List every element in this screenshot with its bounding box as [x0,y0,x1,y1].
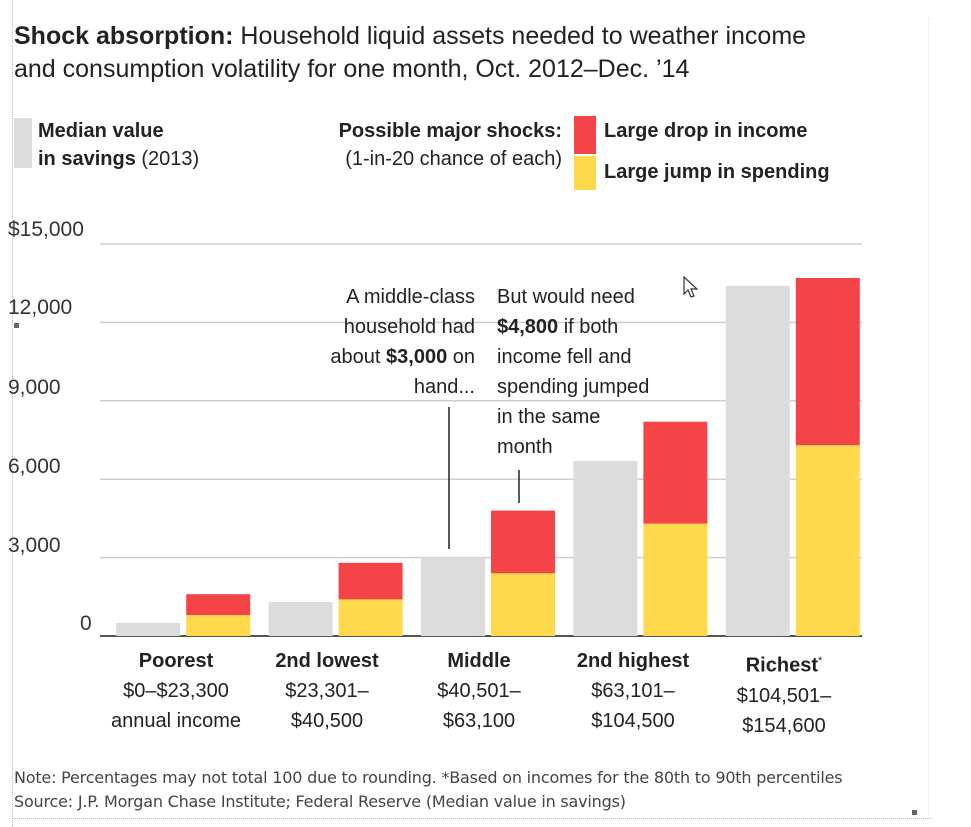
legend-median-line2: in savings [38,148,136,170]
bar-median-savings [573,460,638,636]
bar-segment-spending-jump [491,573,555,636]
bar-segment-income-drop [186,594,251,616]
legend-swatch-income [574,116,596,154]
mouse-pointer-icon [683,276,699,298]
legend-swatch-spending [574,156,596,190]
annotation-left-line2: household had [343,316,475,338]
legend-shocks-line2: (1-in-20 chance of each) [345,148,562,170]
bar-median-savings [268,602,333,636]
legend-median-suffix: (2013) [135,148,200,170]
annotation-left-line3-post: on [447,346,475,368]
bar-segment-income-drop [338,562,403,600]
category-label-richest: Richest* $104,501– $154,600 [699,646,869,741]
legend-median-line1: Median value [38,120,164,142]
chart-title: Shock absorption: Household liquid asset… [14,20,914,86]
category-range-line1: $104,501– [736,684,832,707]
bar-median-savings [725,285,790,636]
bar-segment-income-drop [795,277,860,446]
category-label-2nd-lowest: 2nd lowest $23,301– $40,500 [242,646,412,736]
legend-median: Median value in savings (2013) [38,117,199,173]
y-tick-label: 12,000 [8,296,73,319]
y-tick-label: 3,000 [8,534,61,557]
category-range-line2: annual income [110,710,242,732]
annotation-right-line2-bold: $4,800 [497,316,559,338]
bar-segment-income-drop [491,510,555,574]
category-range-line2: $63,100 [442,710,516,732]
resize-handle-marker [912,810,917,815]
frame-left-border [12,0,13,827]
category-range-line1: $23,301– [285,680,369,702]
legend-swatch-median [14,118,32,168]
annotation-left-line1: A middle-class [346,286,475,308]
annotation-would-need: But would need $4,800 if both income fel… [497,282,697,462]
bar-segment-income-drop [643,421,708,524]
annotation-right-line3: income fell and [497,346,632,368]
legend-income: Large drop in income [604,117,807,145]
bar-segment-spending-jump [186,615,251,636]
legend-spending: Large jump in spending [604,158,830,186]
category-name: 2nd highest [576,650,690,672]
annotation-right-line6: month [497,436,553,458]
category-range-line1: $63,101– [591,680,675,702]
y-tick-label: 0 [80,612,92,635]
legend-shocks-heading: Possible major shocks: (1-in-20 chance o… [312,117,562,173]
bar-segment-spending-jump [795,445,860,636]
category-footnote-mark: * [817,655,823,667]
title-bold: Shock absorption: [14,22,234,50]
legend-income-label: Large drop in income [604,120,808,142]
category-label-2nd-highest: 2nd highest $63,101– $104,500 [548,646,718,736]
y-tick-label: 9,000 [8,376,61,399]
bar-median-savings [116,622,181,636]
category-label-poorest: Poorest $0–$23,300 annual income [91,646,261,736]
annotation-middle-class: A middle-class household had about $3,00… [288,282,475,402]
annotation-left-line3-pre: about [330,346,387,368]
legend-shocks-line1: Possible major shocks: [338,120,562,142]
bar-segment-spending-jump [643,523,708,636]
category-range-line2: $154,600 [742,714,826,737]
annotation-right-line1: But would need [497,286,635,308]
category-range-line2: $104,500 [591,710,675,732]
category-range-line2: $40,500 [290,710,364,732]
bar-segment-spending-jump [338,599,403,636]
annotation-left-line4: hand... [413,376,475,398]
annotation-right-line5: in the same [497,406,601,428]
bars [116,277,860,636]
y-tick-label: $15,000 [8,218,84,241]
title-line2: and consumption volatility for one month… [14,55,690,83]
category-name: Middle [447,650,511,672]
frame-right-border [928,18,929,818]
category-range-line1: $0–$23,300 [123,680,229,702]
category-name: 2nd lowest [275,650,379,672]
legend-spending-label: Large jump in spending [604,161,830,183]
category-name: Poorest [138,650,214,672]
chart-note: Note: Percentages may not total 100 due … [14,768,843,787]
category-range-line1: $40,501– [437,680,521,702]
annotation-left-line3-bold: $3,000 [386,346,448,368]
frame-bottom-border [12,818,932,819]
resize-handle-marker [14,323,19,328]
annotation-right-line2-post: if both [558,316,619,338]
category-label-middle: Middle $40,501– $63,100 [394,646,564,736]
y-tick-label: 6,000 [8,455,61,478]
annotation-right-line4: spending jumped [497,376,650,398]
chart-source: Source: J.P. Morgan Chase Institute; Fed… [14,792,626,811]
category-name: Richest* [699,646,869,681]
category-name-text: Richest [745,654,818,677]
title-line1: Household liquid assets needed to weathe… [233,22,807,50]
bar-median-savings [421,557,485,636]
